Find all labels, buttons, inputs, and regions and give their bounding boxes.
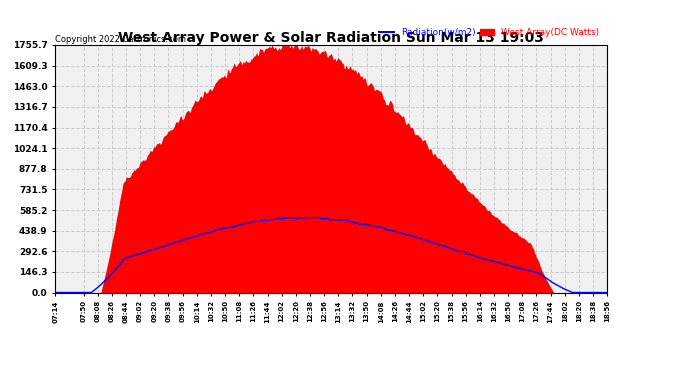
Legend: Radiation(w/m2), West Array(DC Watts): Radiation(w/m2), West Array(DC Watts) (377, 25, 602, 41)
Title: West Array Power & Solar Radiation Sun Mar 13 19:03: West Array Power & Solar Radiation Sun M… (118, 31, 544, 45)
Text: Copyright 2022 Cartronics.com: Copyright 2022 Cartronics.com (55, 35, 186, 44)
